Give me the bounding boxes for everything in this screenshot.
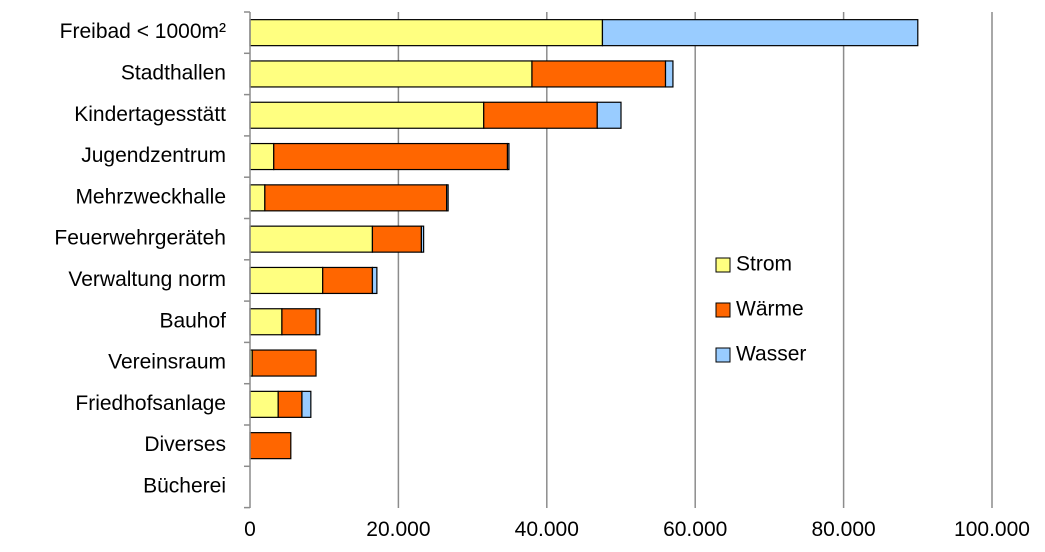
legend-label-wasser: Wasser xyxy=(736,343,806,366)
bar-segment-strom xyxy=(249,225,374,253)
legend-label-w-rme: Wärme xyxy=(736,298,804,321)
category-label: Feuerwehrgeräteh xyxy=(54,227,226,250)
category-label: Vereinsraum xyxy=(108,351,226,374)
bar-segment-w-rme xyxy=(251,349,317,377)
bar-segment-wasser xyxy=(506,142,510,171)
category-label: Freibad < 1000m² xyxy=(60,20,226,43)
bar-segment-strom xyxy=(249,266,324,295)
category-label: Verwaltung norm xyxy=(68,268,226,291)
legend-swatch-wasser xyxy=(715,347,731,363)
legend-label-strom: Strom xyxy=(736,253,792,276)
bar-segment-wasser xyxy=(601,19,919,47)
bar-segment-strom xyxy=(249,60,533,88)
category-label: Bauhof xyxy=(159,309,226,332)
x-tick-label: 100.000 xyxy=(954,518,1030,541)
bar-segment-w-rme xyxy=(249,432,292,460)
category-label: Stadthallen xyxy=(121,61,226,84)
bar-segment-w-rme xyxy=(322,266,374,295)
bar-segment-wasser xyxy=(315,308,321,336)
bar-segment-w-rme xyxy=(531,60,667,88)
category-label: Diverses xyxy=(144,433,226,456)
category-label: Friedhofsanlage xyxy=(75,392,226,415)
bar-segment-w-rme xyxy=(264,184,448,212)
bar-segment-w-rme xyxy=(483,101,598,129)
legend: Strom Wärme Wasser xyxy=(715,253,806,366)
x-tick-label: 20.000 xyxy=(366,518,430,541)
bar-segment-wasser xyxy=(420,225,425,253)
x-tick-label: 60.000 xyxy=(663,518,727,541)
bar-segment-w-rme xyxy=(281,308,317,336)
bar-segment-strom xyxy=(249,390,279,418)
category-label: Jugendzentrum xyxy=(81,144,226,167)
bar-segment-wasser xyxy=(446,184,449,212)
category-label: Mehrzweckhalle xyxy=(75,185,226,208)
bar-segment-strom xyxy=(249,142,275,171)
bar-segment-w-rme xyxy=(277,390,303,418)
legend-swatch-w-rme xyxy=(715,302,731,318)
bar-segment-wasser xyxy=(371,266,378,295)
legend-swatch-strom xyxy=(715,257,731,273)
bar-segment-w-rme xyxy=(371,225,423,253)
x-tick-label: 0 xyxy=(244,518,256,541)
bar-segment-wasser xyxy=(596,101,622,129)
gridlines xyxy=(397,12,993,508)
bar-segment-w-rme xyxy=(273,142,509,171)
bar-segment-strom xyxy=(249,184,266,212)
bar-segment-strom xyxy=(249,308,283,336)
x-tick-label: 40.000 xyxy=(515,518,579,541)
category-label: Kindertagesstätt xyxy=(74,103,226,126)
bar-segment-strom xyxy=(249,19,604,47)
axes xyxy=(244,11,251,509)
category-labels: Freibad < 1000m² Stadthallen Kindertagesst… xyxy=(54,20,226,497)
bar-segment-strom xyxy=(249,101,485,129)
bars xyxy=(249,19,919,460)
bar-segment-wasser xyxy=(664,60,674,88)
bar-segment-wasser xyxy=(301,390,312,418)
x-tick-label: 80.000 xyxy=(811,518,875,541)
category-label: Bücherei xyxy=(143,474,226,497)
x-tick-labels: 0 20.000 40.000 60.000 80.000 100.000 xyxy=(244,518,1030,541)
